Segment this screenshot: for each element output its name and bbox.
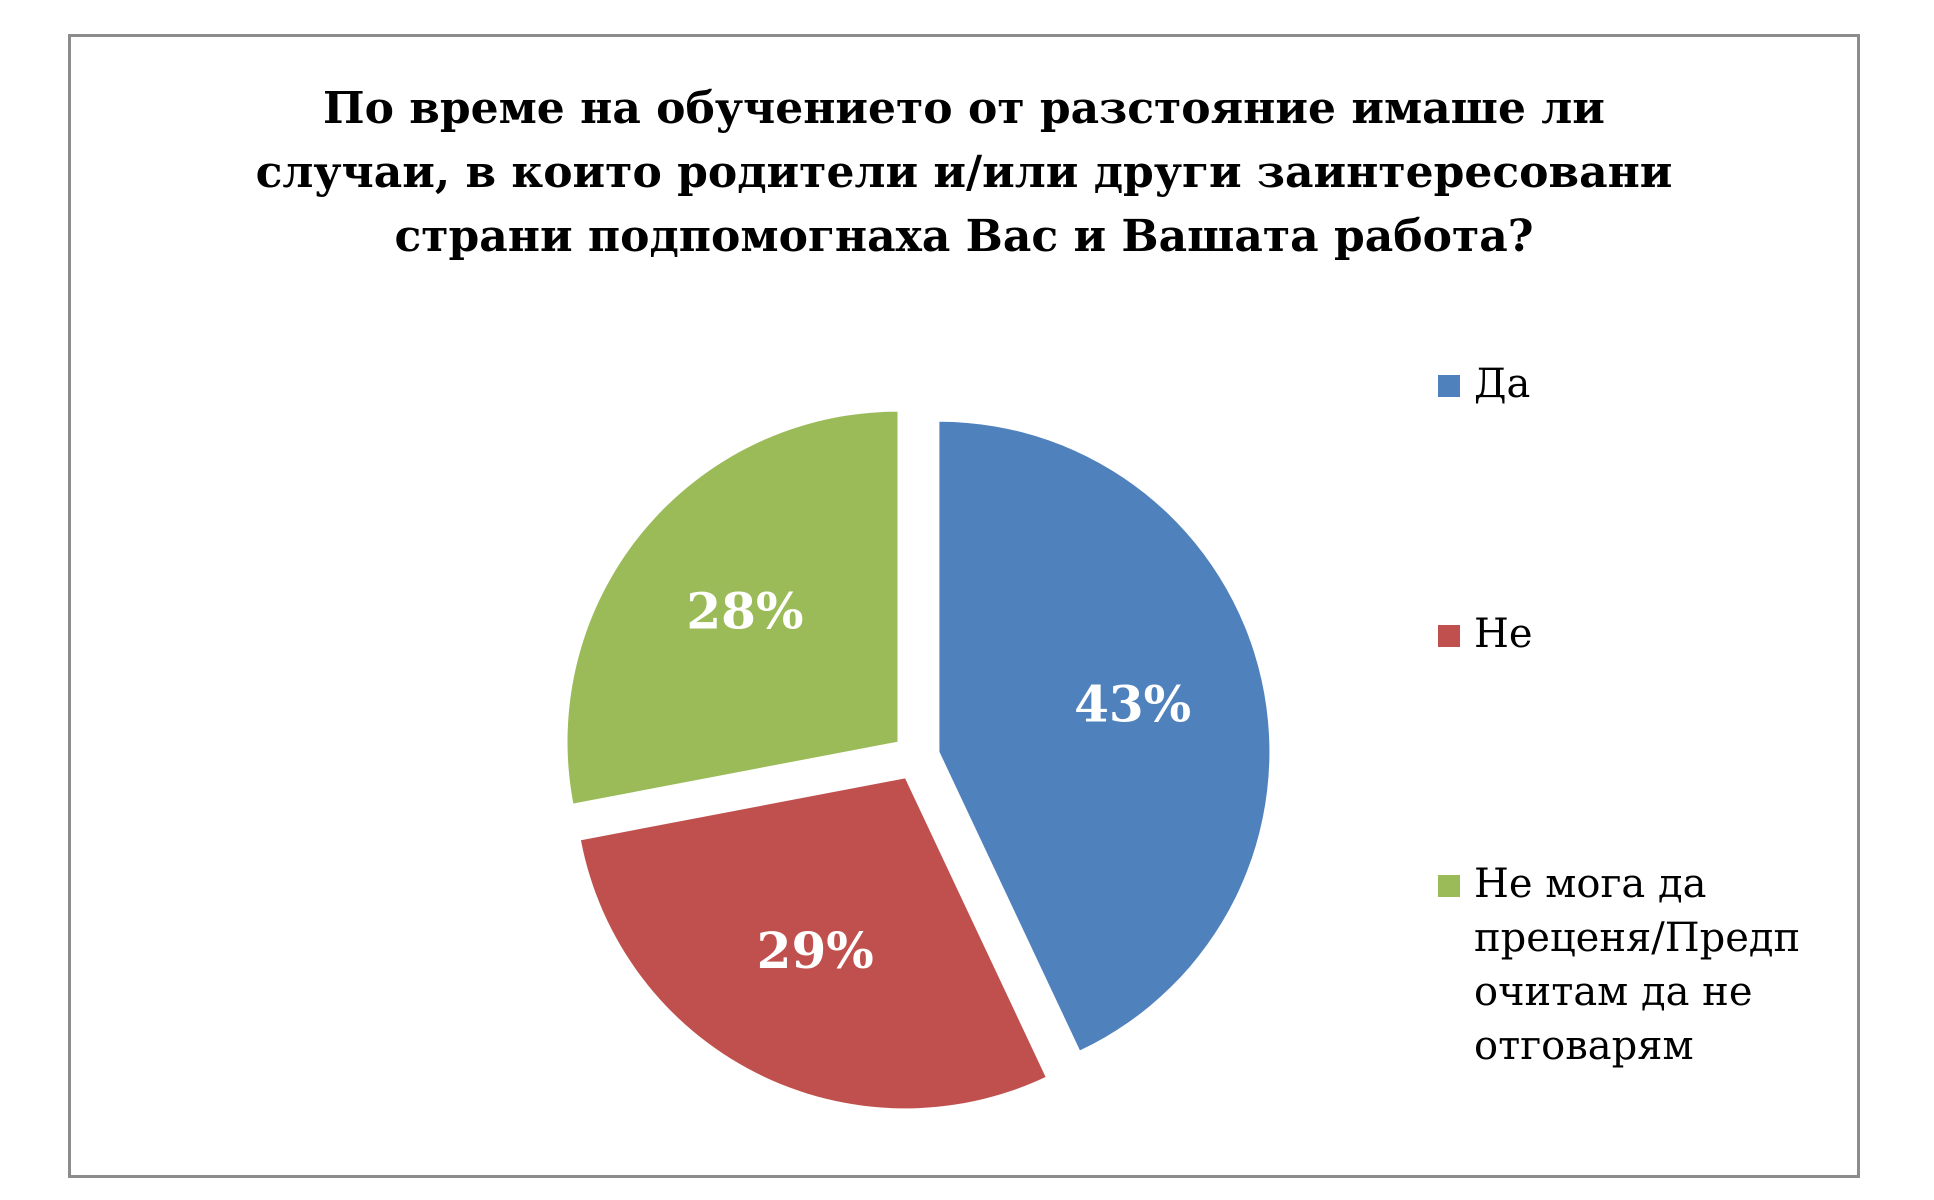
legend-label-line: отговарям: [1474, 1023, 1694, 1069]
pie-chart: 43% 29% 28%: [567, 411, 1270, 1109]
legend-label-da: Да: [1474, 357, 1834, 411]
pie-slice-cannot-judge: [567, 411, 898, 804]
legend-swatch-da: [1438, 375, 1460, 397]
chart-frame: По време на обучението от разстояние има…: [68, 34, 1860, 1178]
pie-slice-ne: [580, 778, 1046, 1109]
legend-label-line: Не: [1474, 611, 1533, 657]
legend-label-ne: Не: [1474, 607, 1834, 661]
legend-label-line: очитам да не: [1474, 969, 1753, 1015]
legend-swatch-ne: [1438, 625, 1460, 647]
pie-slice-ne-label: 29%: [757, 921, 874, 980]
pie-slice-da: [939, 421, 1270, 1051]
chart-title-line-2: случаи, в които родители и/или други заи…: [255, 147, 1673, 198]
chart-title-line-1: По време на обучението от разстояние има…: [323, 83, 1605, 134]
legend-label-line: преценя/Предп: [1474, 915, 1801, 961]
pie-slice-da-label: 43%: [1074, 675, 1191, 734]
chart-title: По време на обучението от разстояние има…: [71, 77, 1857, 269]
legend-label-line: Не мога да: [1474, 861, 1707, 907]
chart-title-line-3: страни подпомогнаха Вас и Вашата работа?: [394, 211, 1534, 262]
legend-swatch-cannot-judge: [1438, 875, 1460, 897]
legend-label-cannot-judge: Не мога да преценя/Предп очитам да не от…: [1474, 857, 1834, 1073]
legend-label-line: Да: [1474, 361, 1531, 407]
pie-slice-cannot-judge-label: 28%: [686, 581, 803, 640]
